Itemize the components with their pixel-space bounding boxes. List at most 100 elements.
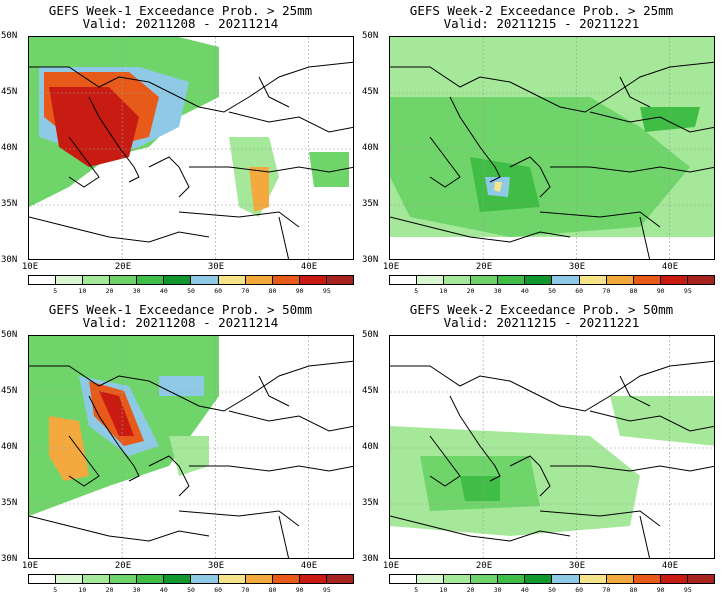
colorbar-segment	[164, 276, 192, 284]
colorbar-label: 95	[683, 287, 692, 295]
coastline	[390, 216, 571, 243]
longitude-label: 30E	[568, 262, 586, 272]
colorbar-label: 70	[241, 586, 250, 594]
colorbar-segment	[660, 276, 688, 284]
colorbar-segment	[579, 276, 607, 284]
colorbar-segment	[299, 276, 327, 284]
latitude-label: 45N	[362, 386, 379, 396]
coastline	[189, 166, 353, 173]
longitude-label: 10E	[21, 561, 39, 571]
panel-week1-25mm: GEFS Week-1 Exceedance Prob. > 25mm Vali…	[0, 0, 361, 299]
colorbar-label: 80	[629, 287, 638, 295]
colorbar-segment	[218, 575, 246, 583]
colorbar-label: 40	[159, 586, 168, 594]
colorbar-label: 20	[105, 287, 114, 295]
longitude-label: 40E	[661, 561, 679, 571]
colorbar-label: 40	[159, 287, 168, 295]
colorbar-segment	[390, 276, 418, 284]
colorbar-label: 95	[322, 287, 331, 295]
colorbar-label: 70	[602, 287, 611, 295]
coastline	[390, 515, 571, 542]
coastline	[278, 515, 290, 558]
probability-shading	[610, 396, 714, 446]
coastline	[258, 375, 290, 407]
colorbar-label: 90	[656, 586, 665, 594]
colorbar-segment	[552, 276, 580, 284]
colorbar-label: 50	[548, 586, 556, 594]
colorbar-segment	[83, 575, 111, 583]
latitude-label: 40N	[1, 442, 18, 452]
colorbar-label: 5	[414, 287, 419, 295]
probability-shading	[99, 391, 134, 436]
colorbar-segment	[164, 575, 192, 583]
colorbar-segment	[56, 276, 84, 284]
colorbar-label: 5	[53, 287, 58, 295]
colorbar-segment	[444, 276, 472, 284]
colorbar-segment	[660, 575, 688, 583]
coastline	[589, 111, 714, 133]
coastline	[29, 216, 210, 243]
longitude-label: 40E	[300, 262, 318, 272]
latitude-label: 35N	[362, 199, 379, 209]
latitude-label: 40N	[1, 143, 18, 153]
colorbar-segment	[191, 575, 219, 583]
longitude-label: 30E	[568, 561, 586, 571]
coastline	[589, 410, 714, 432]
latitude-label: 50N	[1, 330, 18, 340]
colorbar-label: 40	[520, 287, 529, 295]
panel-title: GEFS Week-1 Exceedance Prob. > 25mm	[48, 3, 313, 18]
colorbar-label: 80	[268, 287, 277, 295]
colorbar-segment	[299, 575, 327, 583]
coastline	[68, 136, 100, 188]
latitude-label: 45N	[1, 87, 18, 97]
probability-shading	[390, 237, 714, 259]
coastline	[29, 61, 353, 113]
colorbar-label: 90	[656, 287, 665, 295]
colorbar-segment	[137, 276, 165, 284]
colorbar-label: 50	[187, 287, 195, 295]
colorbar	[28, 574, 354, 584]
probability-shading	[49, 416, 89, 481]
longitude-label: 10E	[382, 561, 400, 571]
colorbar-label: 20	[466, 586, 475, 594]
coastline	[550, 465, 714, 472]
colorbar-segment	[326, 575, 353, 583]
colorbar-segment	[579, 575, 607, 583]
colorbar-segment	[606, 276, 634, 284]
panel-valid-dates: Valid: 20211215 - 20211221	[443, 315, 640, 330]
colorbar-label: 90	[295, 287, 304, 295]
colorbar-segment	[191, 276, 219, 284]
panel-title: GEFS Week-1 Exceedance Prob. > 50mm	[48, 302, 313, 317]
coastline	[509, 156, 551, 198]
longitude-label: 10E	[382, 262, 400, 272]
coastline	[429, 136, 461, 188]
coastline	[639, 515, 651, 558]
colorbar-label: 10	[78, 586, 87, 594]
colorbar-segment	[29, 276, 57, 284]
probability-map	[28, 36, 354, 260]
probability-shading	[49, 87, 139, 167]
coastline	[390, 61, 714, 113]
panel-week1-50mm: GEFS Week-1 Exceedance Prob. > 50mm Vali…	[0, 299, 361, 598]
colorbar-segment	[471, 575, 499, 583]
panel-valid-dates: Valid: 20211208 - 20211214	[82, 315, 279, 330]
latitude-label: 45N	[362, 87, 379, 97]
colorbar-segment	[326, 276, 353, 284]
probability-map	[28, 335, 354, 559]
latitude-label: 50N	[362, 31, 379, 41]
colorbar-label: 20	[466, 287, 475, 295]
colorbar-segment	[245, 276, 273, 284]
colorbar-segment	[498, 276, 526, 284]
colorbar-segment	[390, 575, 418, 583]
colorbar-label: 10	[439, 586, 448, 594]
colorbar-segment	[444, 575, 472, 583]
longitude-label: 20E	[114, 561, 132, 571]
colorbar-segment	[498, 575, 526, 583]
colorbar-segment	[110, 276, 138, 284]
coastline	[29, 515, 210, 542]
colorbar-segment	[633, 575, 661, 583]
colorbar-segment	[471, 276, 499, 284]
coastline	[68, 435, 100, 487]
panel-valid-dates: Valid: 20211208 - 20211214	[82, 16, 279, 31]
colorbar-segment	[552, 575, 580, 583]
